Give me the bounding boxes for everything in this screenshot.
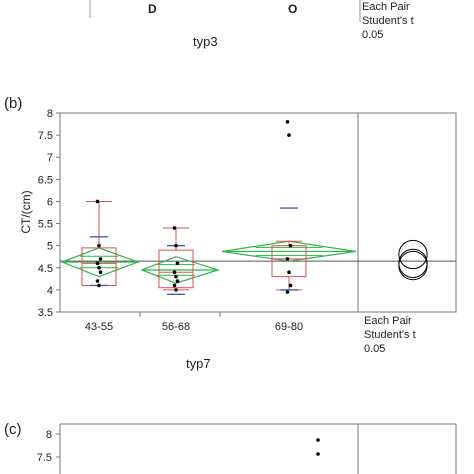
data-point [174,243,178,248]
data-point [95,261,100,266]
panel-c-point [316,438,320,442]
comparison-circles [398,239,428,281]
group-69-80 [221,120,357,294]
groups [60,120,357,296]
y-tick-label: 7 [47,152,53,164]
y-tick-label: 7.5 [38,130,53,142]
y-tick-label: 4.5 [38,263,53,275]
y-axis-label: CT/(cm) [19,190,33,233]
panel-c-tick-label-7-5: 7.5 [37,452,52,464]
panel-b-plot: 3.5 4 4.5 5 5.5 6 6.5 7 7.5 8 43-55 56-68 69-80 [38,108,457,333]
fragment-test-line-3: 0.05 [362,29,383,41]
data-point [285,290,290,294]
panel-c-plot: 8 7.5 [37,423,457,474]
top-fragment: D O Each Pair Student's t 0.05 typ3 [89,0,414,49]
test-line-3: 0.05 [364,343,385,355]
data-point [174,288,178,292]
data-point [95,199,100,204]
fragment-xlabel: typ3 [193,34,218,49]
data-point [285,120,290,124]
data-point [98,270,103,275]
data-point [175,261,180,266]
data-point [287,270,291,275]
group-43-55 [60,199,140,288]
x-tick-label: 43-55 [85,321,113,333]
data-point [288,243,293,248]
fragment-letter-2: O [288,2,297,16]
data-point [97,243,101,248]
panel-c-tick-label-8: 8 [46,429,52,441]
x-tick-label: 69-80 [275,321,303,333]
y-tick-label: 8 [47,108,53,120]
data-point [97,283,101,288]
x-axis: 43-55 56-68 69-80 [85,312,303,333]
comparison-frame [357,112,457,313]
data-point [98,257,103,261]
comparison-circle [398,248,428,279]
test-line-1: Each Pair [364,315,412,327]
data-point [172,283,177,288]
y-tick-label: 5 [47,241,53,253]
y-tick-label: 5.5 [38,219,53,231]
plot-frame [59,112,359,313]
data-point [288,283,293,288]
data-point [285,257,290,261]
fragment-test-line-2: Student's t [362,15,414,27]
y-tick-label: 3.5 [38,307,53,319]
data-point [172,226,177,230]
panel-c-point [316,452,320,456]
data-point [175,279,180,283]
y-axis: 3.5 4 4.5 5 5.5 6 6.5 7 7.5 8 [38,108,60,319]
x-tick-label: 56-68 [162,321,190,333]
data-point [287,133,291,137]
panel-c-label: (c) [4,421,22,438]
comparison-circle [398,250,428,281]
group-56-68 [140,226,220,296]
y-tick-label: 4 [47,285,53,297]
test-line-2: Student's t [364,329,416,341]
fragment-letter-1: D [148,2,157,16]
data-point [97,265,101,270]
fragment-test-line-1: Each Pair [362,1,410,13]
data-point [174,274,178,279]
panel-b-label: (b) [4,95,22,112]
y-tick-label: 6 [47,196,53,208]
box [158,249,194,289]
comparison-circle [398,239,428,270]
data-point [95,279,100,283]
y-tick-label: 6.5 [38,174,53,186]
data-point [172,270,177,275]
x-axis-label: typ7 [186,356,211,371]
